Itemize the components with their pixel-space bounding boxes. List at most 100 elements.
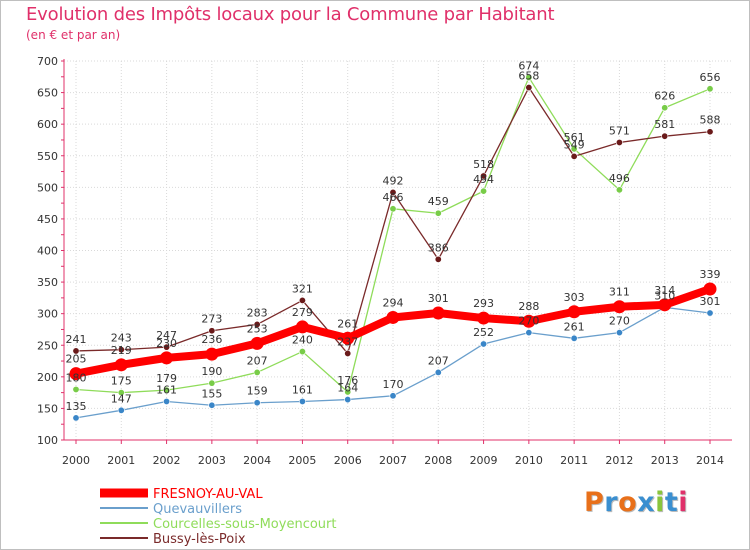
y-tick-label-700: 700 bbox=[37, 55, 58, 68]
data-label-quevauvillers-2000: 135 bbox=[66, 400, 87, 413]
point-fresnoy-au-val-2006 bbox=[341, 331, 355, 345]
point-fresnoy-au-val-2008 bbox=[431, 306, 445, 320]
point-quevauvillers-2008 bbox=[434, 368, 442, 376]
point-bussy-l-s-poix-2009 bbox=[480, 172, 488, 180]
x-tick-label-2003: 2003 bbox=[198, 454, 226, 467]
data-label-quevauvillers-2011: 261 bbox=[564, 320, 585, 333]
point-courcelles-sous-moyencourt-2014 bbox=[706, 85, 714, 93]
logo-letter: i bbox=[655, 487, 665, 518]
data-label-quevauvillers-2007: 170 bbox=[383, 378, 404, 391]
point-fresnoy-au-val-2010 bbox=[522, 314, 536, 328]
y-tick-label-250: 250 bbox=[37, 339, 58, 352]
point-quevauvillers-2004 bbox=[253, 399, 261, 407]
x-tick-label-2011: 2011 bbox=[560, 454, 588, 467]
point-quevauvillers-2002 bbox=[163, 397, 171, 405]
data-label-bussy-l-s-poix-2002: 247 bbox=[156, 329, 177, 342]
x-tick-label-2001: 2001 bbox=[107, 454, 135, 467]
legend-label-fresnoy-au-val: FRESNOY-AU-VAL bbox=[153, 487, 263, 502]
point-fresnoy-au-val-2013 bbox=[658, 298, 672, 312]
data-label-bussy-l-s-poix-2007: 492 bbox=[383, 174, 404, 187]
point-bussy-l-s-poix-2006 bbox=[344, 349, 352, 357]
chart-subtitle: (en € et par an) bbox=[26, 28, 121, 42]
data-label-fresnoy-au-val-2002: 230 bbox=[156, 337, 177, 350]
chart-title: Evolution des Impôts locaux pour la Comm… bbox=[26, 4, 555, 25]
data-label-bussy-l-s-poix-2013: 581 bbox=[654, 118, 675, 131]
x-tick-label-2004: 2004 bbox=[243, 454, 271, 467]
data-label-quevauvillers-2013: 310 bbox=[654, 289, 675, 302]
data-label-fresnoy-au-val-2010: 288 bbox=[518, 300, 539, 313]
point-bussy-l-s-poix-2011 bbox=[570, 152, 578, 160]
data-label-quevauvillers-2004: 159 bbox=[247, 385, 268, 398]
point-fresnoy-au-val-2000 bbox=[69, 367, 83, 381]
data-label-courcelles-sous-moyencourt-2013: 626 bbox=[654, 90, 675, 103]
point-quevauvillers-2012 bbox=[615, 329, 623, 337]
data-label-courcelles-sous-moyencourt-2005: 240 bbox=[292, 334, 313, 347]
point-quevauvillers-2010 bbox=[525, 329, 533, 337]
data-label-courcelles-sous-moyencourt-2004: 207 bbox=[247, 354, 268, 367]
point-quevauvillers-2001 bbox=[117, 406, 125, 414]
data-label-quevauvillers-2012: 270 bbox=[609, 315, 630, 328]
series-lines bbox=[69, 73, 717, 422]
data-label-courcelles-sous-moyencourt-2007: 466 bbox=[383, 191, 404, 204]
point-fresnoy-au-val-2002 bbox=[160, 351, 174, 365]
point-bussy-l-s-poix-2002 bbox=[163, 343, 171, 351]
data-label-fresnoy-au-val-2008: 301 bbox=[428, 292, 449, 305]
point-bussy-l-s-poix-2003 bbox=[208, 327, 216, 335]
data-label-quevauvillers-2003: 155 bbox=[201, 387, 222, 400]
point-courcelles-sous-moyencourt-2002 bbox=[163, 386, 171, 394]
y-tick-label-300: 300 bbox=[37, 308, 58, 321]
axes: 100 150 200 250 300 350 400 450 500 550 600 650 700 2… bbox=[37, 55, 732, 467]
point-fresnoy-au-val-2014 bbox=[703, 282, 717, 296]
data-label-courcelles-sous-moyencourt-2002: 179 bbox=[156, 372, 177, 385]
x-tick-label-2014: 2014 bbox=[696, 454, 724, 467]
point-bussy-l-s-poix-2013 bbox=[661, 132, 669, 140]
y-tick-label-400: 400 bbox=[37, 245, 58, 258]
point-bussy-l-s-poix-2001 bbox=[117, 346, 125, 354]
point-bussy-l-s-poix-2000 bbox=[72, 347, 80, 355]
data-label-fresnoy-au-val-2014: 339 bbox=[700, 268, 721, 281]
logo-letter: i bbox=[678, 487, 689, 518]
x-tick-label-2005: 2005 bbox=[288, 454, 316, 467]
point-courcelles-sous-moyencourt-2000 bbox=[72, 385, 80, 393]
legend-label-courcelles-sous-moyencourt: Courcelles-sous-Moyencourt bbox=[153, 517, 336, 532]
logo-letter: x bbox=[637, 487, 656, 518]
data-label-courcelles-sous-moyencourt-2009: 494 bbox=[473, 173, 494, 186]
point-bussy-l-s-poix-2008 bbox=[434, 255, 442, 263]
proxiti-logo: Proxiti bbox=[584, 487, 688, 518]
data-label-fresnoy-au-val-2009: 293 bbox=[473, 297, 494, 310]
data-label-quevauvillers-2002: 161 bbox=[156, 383, 177, 396]
y-tick-label-450: 450 bbox=[37, 213, 58, 226]
point-quevauvillers-2014 bbox=[706, 309, 714, 317]
point-courcelles-sous-moyencourt-2008 bbox=[434, 209, 442, 217]
point-fresnoy-au-val-2005 bbox=[295, 320, 309, 334]
data-label-fresnoy-au-val-2004: 253 bbox=[247, 322, 268, 335]
point-quevauvillers-2003 bbox=[208, 401, 216, 409]
point-fresnoy-au-val-2011 bbox=[567, 305, 581, 319]
point-courcelles-sous-moyencourt-2010 bbox=[525, 73, 533, 81]
point-courcelles-sous-moyencourt-2011 bbox=[570, 145, 578, 153]
data-label-courcelles-sous-moyencourt-2011: 561 bbox=[564, 131, 585, 144]
logo-letter: t bbox=[664, 487, 679, 518]
data-label-fresnoy-au-val-2013: 314 bbox=[654, 284, 675, 297]
point-courcelles-sous-moyencourt-2006 bbox=[344, 388, 352, 396]
data-label-courcelles-sous-moyencourt-2000: 180 bbox=[66, 371, 87, 384]
data-label-courcelles-sous-moyencourt-2010: 674 bbox=[518, 59, 539, 72]
data-label-quevauvillers-2005: 161 bbox=[292, 383, 313, 396]
data-label-quevauvillers-2008: 207 bbox=[428, 354, 449, 367]
y-tick-label-600: 600 bbox=[37, 118, 58, 131]
data-label-bussy-l-s-poix-2009: 518 bbox=[473, 158, 494, 171]
data-label-courcelles-sous-moyencourt-2003: 190 bbox=[201, 365, 222, 378]
point-courcelles-sous-moyencourt-2003 bbox=[208, 379, 216, 387]
point-fresnoy-au-val-2007 bbox=[386, 310, 400, 324]
logo-letter: o bbox=[618, 487, 638, 518]
data-label-fresnoy-au-val-2003: 236 bbox=[201, 333, 222, 346]
y-tick-label-100: 100 bbox=[37, 434, 58, 447]
point-quevauvillers-2005 bbox=[298, 397, 306, 405]
data-label-courcelles-sous-moyencourt-2012: 496 bbox=[609, 172, 630, 185]
legend: FRESNOY-AU-VALQuevauvillersCourcelles-so… bbox=[100, 487, 336, 547]
point-courcelles-sous-moyencourt-2005 bbox=[298, 348, 306, 356]
point-courcelles-sous-moyencourt-2012 bbox=[615, 186, 623, 194]
point-bussy-l-s-poix-2005 bbox=[298, 296, 306, 304]
